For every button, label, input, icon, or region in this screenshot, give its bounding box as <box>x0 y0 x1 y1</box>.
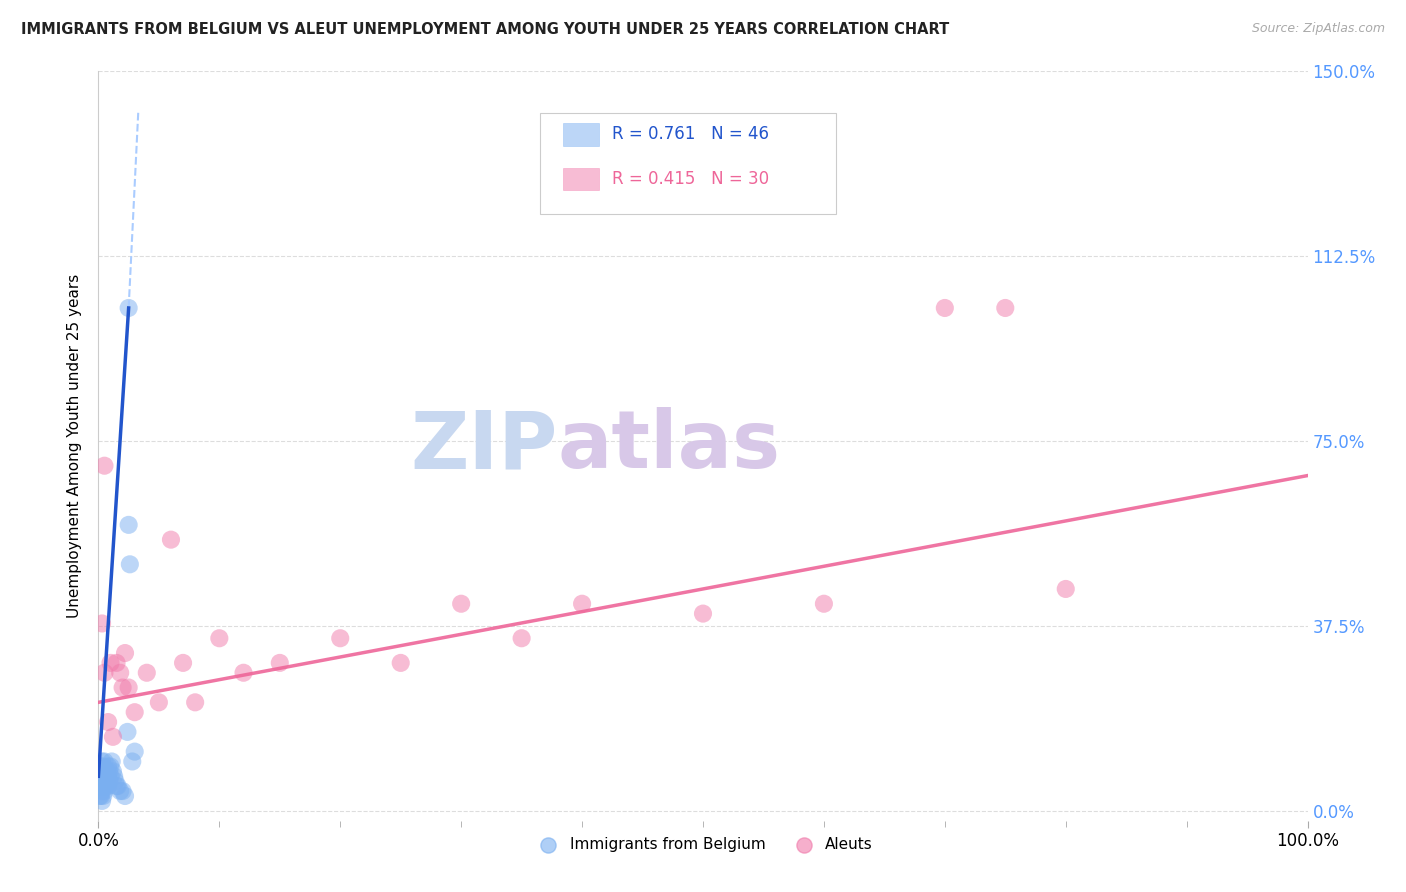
Point <box>1054 582 1077 596</box>
Point <box>208 632 231 646</box>
Point <box>93 764 115 779</box>
Point <box>108 665 131 680</box>
Point <box>813 597 835 611</box>
Point <box>91 764 114 779</box>
Point <box>111 784 134 798</box>
Point <box>118 301 141 315</box>
Point <box>100 759 122 773</box>
Point <box>111 681 134 695</box>
Point <box>124 705 146 719</box>
Point <box>172 656 194 670</box>
Point <box>91 779 114 793</box>
Point <box>184 695 207 709</box>
Point <box>97 714 120 729</box>
Point <box>232 665 254 680</box>
Point <box>105 779 128 793</box>
Y-axis label: Unemployment Among Youth under 25 years: Unemployment Among Youth under 25 years <box>67 274 83 618</box>
Text: Source: ZipAtlas.com: Source: ZipAtlas.com <box>1251 22 1385 36</box>
FancyBboxPatch shape <box>562 168 599 191</box>
Point <box>160 533 183 547</box>
Point <box>108 784 131 798</box>
Point <box>93 458 115 473</box>
Point <box>994 301 1017 315</box>
Point <box>94 769 117 783</box>
Point <box>94 779 117 793</box>
Point <box>90 769 112 783</box>
Point <box>571 597 593 611</box>
Point <box>692 607 714 621</box>
Point <box>91 616 114 631</box>
Point <box>107 779 129 793</box>
Point <box>91 774 114 789</box>
Point <box>510 632 533 646</box>
Point <box>100 656 122 670</box>
Point <box>90 759 112 773</box>
Point <box>96 764 118 779</box>
Point <box>91 759 114 773</box>
Text: R = 0.415   N = 30: R = 0.415 N = 30 <box>613 170 769 188</box>
Point <box>97 769 120 783</box>
Text: ZIP: ZIP <box>411 407 558 485</box>
Point <box>269 656 291 670</box>
Point <box>89 764 111 779</box>
Point <box>101 764 124 779</box>
Point <box>93 784 115 798</box>
Point <box>93 755 115 769</box>
Point <box>148 695 170 709</box>
Text: atlas: atlas <box>558 407 780 485</box>
Point <box>90 779 112 793</box>
Point <box>100 755 122 769</box>
Point <box>98 764 121 779</box>
Point <box>118 558 141 572</box>
Point <box>121 755 143 769</box>
Point <box>124 745 146 759</box>
FancyBboxPatch shape <box>540 112 837 214</box>
Point <box>89 779 111 793</box>
Text: R = 0.761   N = 46: R = 0.761 N = 46 <box>613 125 769 144</box>
Point <box>114 789 136 803</box>
Point <box>118 681 141 695</box>
Point <box>101 730 124 744</box>
Text: IMMIGRANTS FROM BELGIUM VS ALEUT UNEMPLOYMENT AMONG YOUTH UNDER 25 YEARS CORRELA: IMMIGRANTS FROM BELGIUM VS ALEUT UNEMPLO… <box>21 22 949 37</box>
Point <box>91 789 114 803</box>
Point <box>96 774 118 789</box>
Point <box>450 597 472 611</box>
Point <box>135 665 157 680</box>
Point <box>104 774 127 789</box>
Point <box>105 656 128 670</box>
Point <box>97 759 120 773</box>
Point <box>117 725 139 739</box>
Point <box>93 774 115 789</box>
FancyBboxPatch shape <box>562 123 599 145</box>
Point <box>934 301 956 315</box>
Point <box>91 755 114 769</box>
Point <box>90 789 112 803</box>
Point <box>91 769 114 783</box>
Point <box>93 665 115 680</box>
Legend: Immigrants from Belgium, Aleuts: Immigrants from Belgium, Aleuts <box>527 830 879 858</box>
Point <box>100 769 122 783</box>
Point <box>91 794 114 808</box>
Point <box>97 779 120 793</box>
Point <box>98 774 121 789</box>
Point <box>118 517 141 532</box>
Point <box>91 784 114 798</box>
Point <box>103 769 125 783</box>
Point <box>329 632 352 646</box>
Point <box>89 789 111 803</box>
Point <box>114 646 136 660</box>
Point <box>389 656 412 670</box>
